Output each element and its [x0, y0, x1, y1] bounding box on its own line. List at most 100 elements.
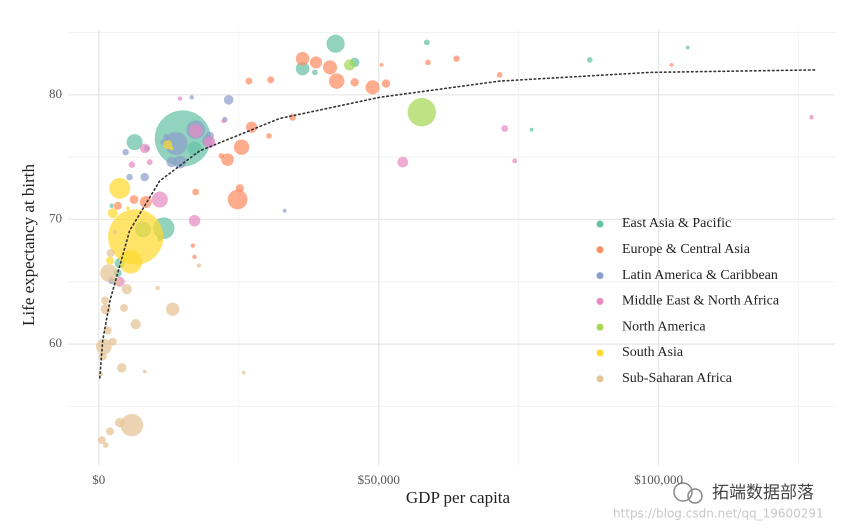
bubble — [669, 62, 674, 67]
watermark-url: https://blog.csdn.net/qq_19600291 — [613, 507, 824, 521]
bubble — [190, 243, 196, 248]
bubble — [109, 203, 114, 208]
bubble — [166, 156, 177, 168]
watermark-name: 拓端数据部落 — [712, 483, 814, 503]
x-tick-label: $50,000 — [358, 472, 400, 487]
grid — [68, 30, 835, 465]
bubble — [218, 153, 225, 159]
bubble — [126, 173, 133, 181]
bubble — [163, 140, 173, 150]
legend-label: South Asia — [622, 345, 684, 360]
bubble — [685, 45, 690, 50]
bubble — [282, 208, 287, 213]
bubble — [350, 78, 359, 87]
bubble — [381, 79, 391, 88]
bubble — [397, 156, 409, 168]
bubble — [125, 206, 130, 211]
bubble — [100, 264, 118, 282]
legend-swatch — [596, 349, 604, 357]
legend-swatch — [596, 375, 604, 383]
bubble — [139, 195, 152, 209]
watermark-icon — [687, 488, 703, 504]
bubble — [163, 133, 170, 141]
bubble — [106, 427, 114, 436]
bubble — [266, 133, 272, 139]
bubble — [98, 352, 107, 361]
bubble — [139, 143, 150, 154]
bubble — [120, 413, 144, 437]
bubble — [100, 296, 109, 305]
legend-label: North America — [622, 319, 706, 334]
trend-line — [99, 69, 816, 379]
bubble — [241, 370, 246, 375]
bubble — [107, 208, 118, 219]
bubble — [501, 125, 509, 132]
bubble — [146, 159, 153, 166]
bubble — [322, 60, 338, 75]
legend-swatch — [596, 246, 604, 254]
bubble — [112, 229, 118, 235]
legend-label: East Asia & Pacific — [622, 216, 731, 231]
legend-label: Sub-Saharan Africa — [622, 371, 733, 386]
bubble — [103, 326, 112, 335]
legend-swatch — [596, 272, 604, 280]
legend-label: Europe & Central Asia — [622, 242, 751, 257]
bubble — [116, 362, 127, 373]
bubble — [329, 73, 345, 89]
legend-label: Middle East & North Africa — [622, 294, 780, 309]
bubble — [106, 249, 115, 258]
bubble — [196, 263, 202, 268]
bubble — [126, 134, 143, 151]
bubble — [312, 69, 318, 76]
bubble — [586, 57, 593, 63]
bubble — [188, 214, 201, 227]
y-tick-label: 80 — [49, 86, 62, 101]
bubble — [96, 338, 112, 355]
bubble — [295, 51, 310, 66]
bubble — [344, 59, 356, 71]
y-axis-title: Life expectancy at birth — [19, 164, 38, 326]
legend: East Asia & Pacific Europe & Central Asia… — [596, 216, 780, 386]
watermark-icon — [673, 482, 693, 502]
bubble — [192, 188, 200, 196]
bubble — [221, 118, 226, 124]
bubble — [129, 195, 139, 204]
bubble — [407, 98, 437, 127]
bubble — [121, 284, 132, 295]
bubble — [119, 303, 128, 312]
y-tick-label: 70 — [49, 210, 62, 225]
bubble — [809, 115, 814, 120]
bubble — [109, 177, 131, 199]
bubble — [223, 94, 234, 105]
bubble — [529, 127, 534, 132]
bubble — [177, 96, 183, 101]
bubble — [453, 55, 460, 62]
bubble — [108, 337, 117, 346]
legend-label: Latin America & Caribbean — [622, 268, 778, 283]
watermark: 拓端数据部落 https://blog.csdn.net/qq_19600291 — [613, 482, 824, 521]
bubble — [173, 155, 187, 169]
bubble — [169, 146, 174, 151]
bubble — [245, 77, 253, 85]
bubble — [235, 184, 245, 193]
bubble — [128, 161, 136, 168]
bubble — [221, 153, 234, 166]
bubble — [203, 136, 216, 148]
bubble — [309, 56, 323, 69]
x-tick-label: $100,000 — [634, 472, 683, 487]
bubble — [188, 124, 203, 138]
bubble — [102, 442, 109, 448]
bubble — [295, 61, 310, 76]
marks — [96, 34, 816, 448]
bubble — [245, 121, 258, 133]
y-tick-label: 60 — [49, 335, 62, 350]
bubble — [423, 39, 430, 46]
bubble — [113, 201, 122, 210]
x-axis-title: GDP per capita — [406, 488, 511, 507]
bubble — [189, 95, 194, 100]
bubble — [119, 250, 143, 274]
bubble — [379, 62, 384, 67]
bubble — [227, 189, 248, 210]
